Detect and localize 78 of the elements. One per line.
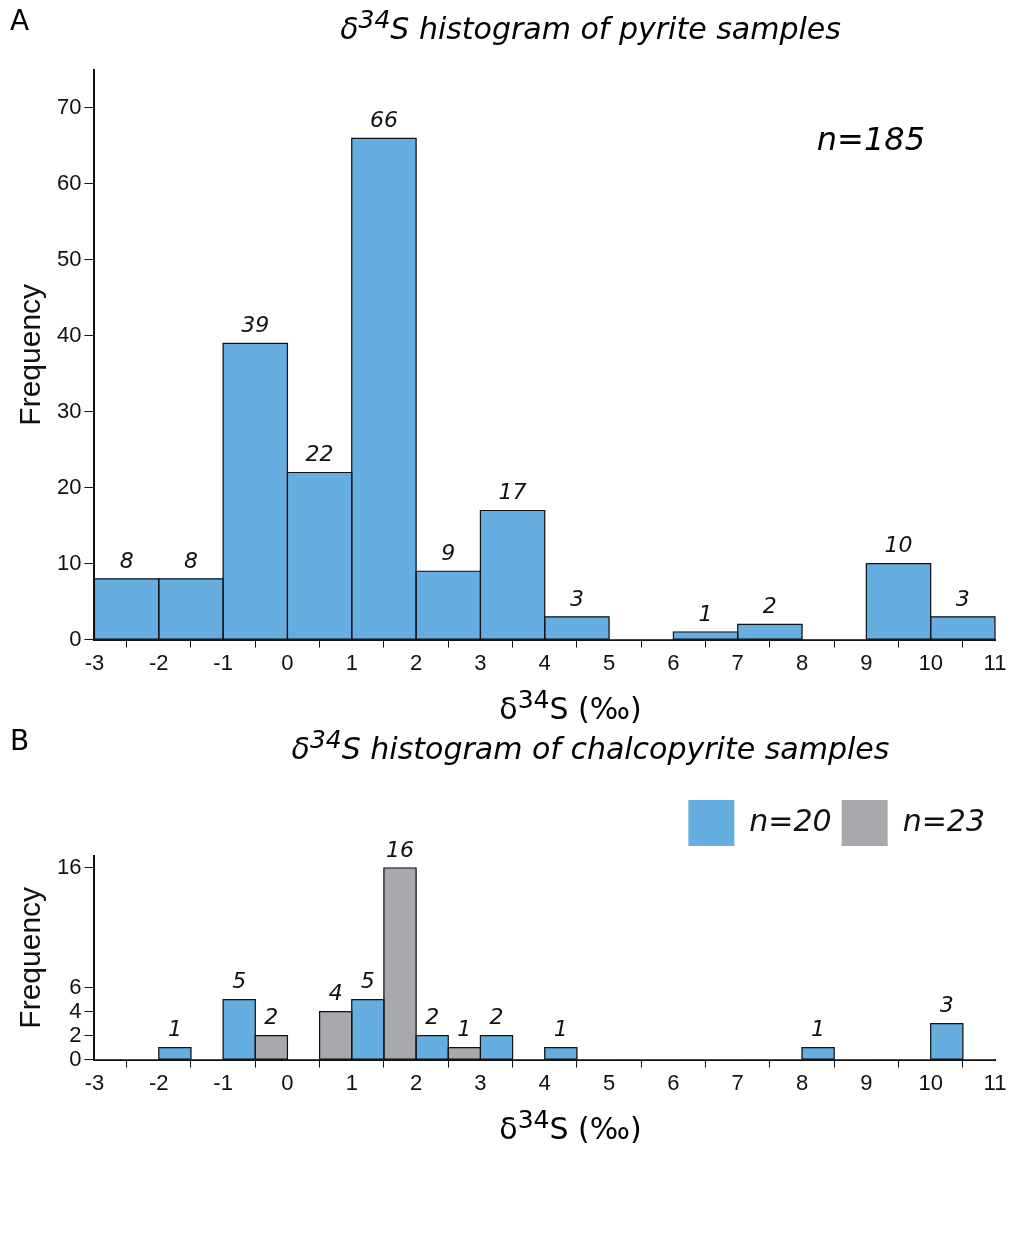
x-axis-title: δ$^{34}$S (‰): [498, 684, 643, 726]
data-label: 8: [119, 547, 134, 573]
data-label: 1: [811, 1016, 826, 1042]
data-label: 2: [762, 593, 777, 619]
data-label: 1: [698, 600, 713, 626]
x-tick-label: 1: [345, 1069, 358, 1095]
x-tick-label: 7: [731, 1069, 744, 1095]
x-tick-label: 2: [409, 1069, 423, 1095]
x-tick-label: 8: [795, 1069, 809, 1095]
data-label: 22: [305, 441, 334, 467]
x-tick-label: 5: [602, 1069, 616, 1095]
y-tick-label: 70: [56, 94, 82, 120]
chart-title: δ$^{34}$S histogram of chalcopyrite samples: [291, 725, 890, 766]
y-tick-label: 30: [56, 397, 82, 423]
y-tick-label: 0: [69, 625, 82, 651]
y-tick-label: 16: [56, 854, 82, 880]
data-label: 1: [553, 1016, 568, 1042]
x-tick-label: 10: [918, 649, 943, 675]
y-tick-label: 6: [69, 973, 82, 999]
x-tick-label: -2: [149, 1069, 169, 1095]
x-tick-label: 3: [474, 649, 487, 675]
x-tick-label: -1: [213, 649, 233, 675]
data-label: 5: [360, 968, 375, 994]
x-tick-label: 9: [860, 1069, 873, 1095]
x-tick-label: 11: [983, 649, 1007, 675]
y-tick-label: 0: [69, 1045, 82, 1071]
y-tick-label: 2: [69, 1021, 82, 1047]
data-label: 8: [183, 547, 198, 573]
x-tick-label: 5: [602, 649, 616, 675]
data-label: 3: [955, 585, 970, 611]
x-tick-label: 4: [538, 649, 551, 675]
x-tick-label: 8: [795, 649, 809, 675]
data-label: 3: [569, 585, 584, 611]
y-tick-label: 40: [56, 321, 82, 347]
y-tick-label: 60: [56, 169, 82, 195]
legend-label: n=20: [749, 802, 832, 838]
chart-title: δ$^{34}$S histogram of pyrite samples: [340, 5, 841, 46]
data-label: 2: [425, 1004, 440, 1030]
legend-label: n=23: [902, 802, 985, 838]
x-tick-label: 6: [667, 649, 680, 675]
annotation: n=185: [816, 120, 925, 158]
x-tick-label: 2: [409, 649, 423, 675]
x-tick-label: 4: [538, 1069, 551, 1095]
data-label: 16: [386, 836, 415, 862]
data-label: 17: [498, 479, 527, 505]
data-label: 9: [441, 539, 456, 565]
x-tick-label: 3: [474, 1069, 487, 1095]
data-label: 1: [167, 1016, 182, 1042]
x-tick-label: -1: [213, 1069, 233, 1095]
data-label: 2: [489, 1004, 504, 1030]
data-label: 4: [328, 980, 343, 1006]
y-tick-label: 50: [56, 245, 82, 271]
y-tick-label: 20: [56, 473, 82, 499]
x-axis-title: δ$^{34}$S (‰): [498, 1104, 643, 1146]
data-label: 66: [369, 107, 398, 133]
text: A: [10, 4, 30, 37]
data-label: 39: [241, 312, 270, 338]
x-tick-label: 9: [860, 649, 873, 675]
y-tick-label: 4: [69, 997, 82, 1023]
data-label: 10: [884, 532, 913, 558]
x-tick-label: -3: [84, 1069, 105, 1095]
data-label: 1: [457, 1016, 472, 1042]
y-axis-title: Frequency: [13, 886, 47, 1029]
x-tick-label: -3: [84, 649, 105, 675]
x-tick-label: 6: [667, 1069, 680, 1095]
text: B: [10, 724, 30, 757]
y-axis-title: Frequency: [13, 283, 47, 426]
x-tick-label: 10: [918, 1069, 943, 1095]
data-label: 5: [232, 968, 247, 994]
y-tick-label: 10: [56, 549, 82, 575]
x-tick-label: 7: [731, 649, 744, 675]
x-tick-label: 1: [345, 649, 358, 675]
x-tick-label: -2: [149, 649, 169, 675]
x-tick-label: 11: [983, 1069, 1007, 1095]
data-label: 3: [939, 992, 954, 1018]
data-label: 2: [264, 1004, 279, 1030]
x-tick-label: 0: [281, 649, 294, 675]
x-tick-label: 0: [281, 1069, 294, 1095]
